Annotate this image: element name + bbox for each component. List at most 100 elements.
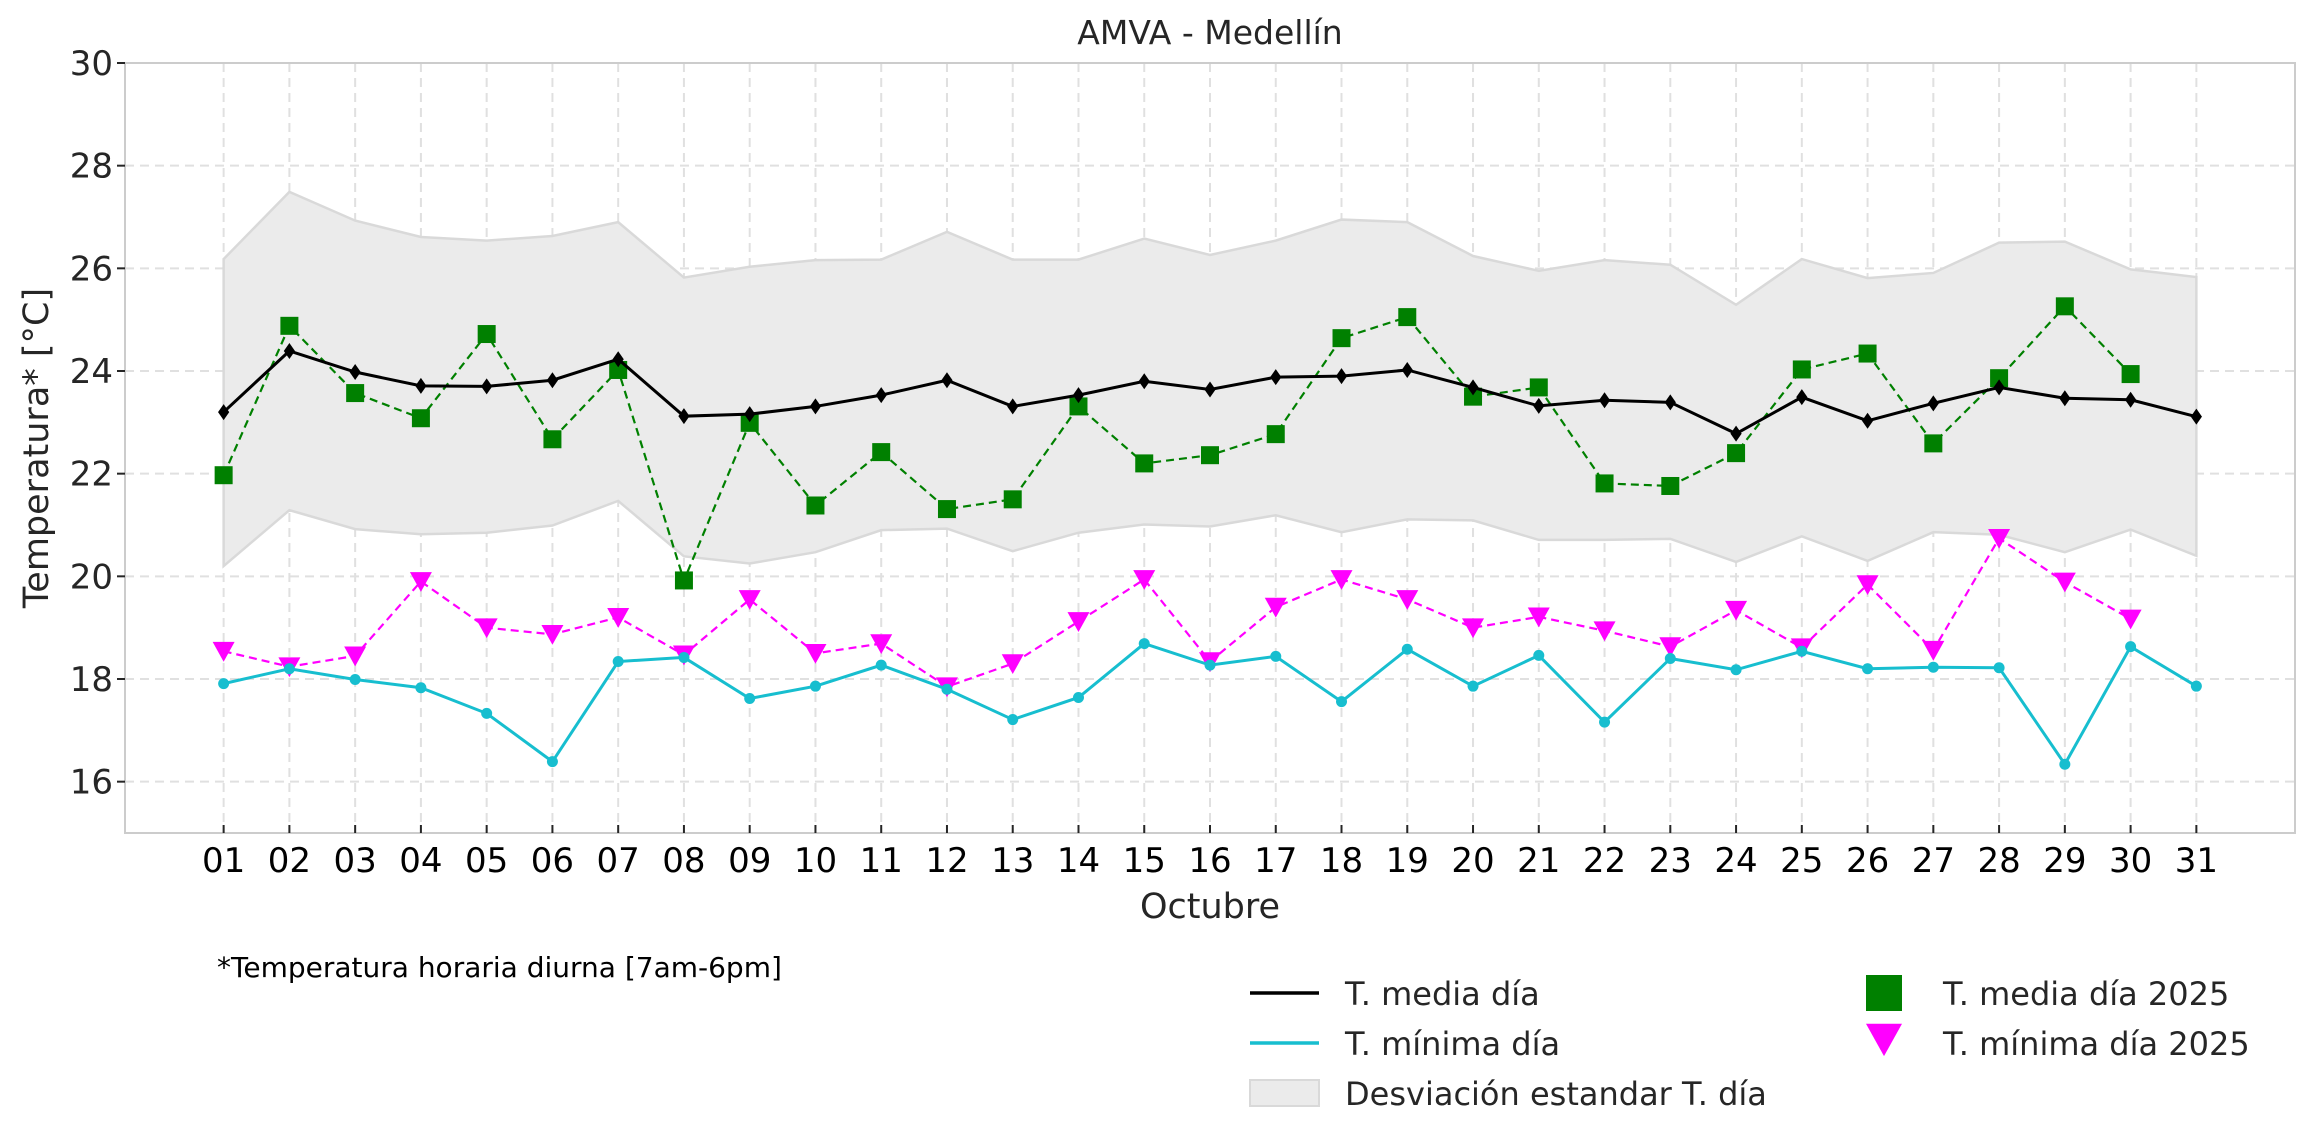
mean-temp-2025-point [2055, 297, 2074, 316]
min-temp-point [744, 693, 756, 705]
mean-temp-2025-point [477, 325, 496, 344]
min-temp-point [349, 674, 361, 686]
mean-temp-2025-point [806, 496, 825, 515]
min-temp-point [1533, 649, 1545, 661]
mean-temp-2025-point [1398, 308, 1417, 327]
min-temp-point [1730, 664, 1742, 676]
x-tick-label: 25 [1780, 841, 1823, 881]
mean-temp-point [744, 406, 756, 423]
series-layer [212, 297, 2202, 770]
x-tick-label: 09 [728, 841, 771, 881]
mean-temp-point [2125, 391, 2137, 408]
mean-temp-2025-point [1003, 490, 1022, 509]
min-temp-2025-point [1067, 612, 1090, 632]
mean-temp-2025-line-group [214, 297, 2140, 590]
x-tick-label: 05 [465, 841, 508, 881]
x-tick-label: 07 [597, 841, 640, 881]
std-dev-band [222, 190, 2198, 569]
mean-temp-point [1993, 379, 2005, 396]
mean-temp-2025-point [1792, 360, 1811, 379]
min-temp-point [678, 651, 690, 663]
x-tick-label: 21 [1517, 841, 1560, 881]
x-tick-label: 27 [1912, 841, 1955, 881]
mean-temp-2025-point [411, 409, 430, 428]
x-tick-label: 12 [925, 841, 968, 881]
min-temp-point [1072, 691, 1084, 703]
mean-temp-2025-point [1595, 474, 1614, 493]
mean-temp-point [218, 404, 230, 421]
mean-temp-point [415, 377, 427, 394]
min-temp-point [1862, 663, 1874, 675]
min-temp-point [1204, 659, 1216, 671]
mean-temp-2025-point [740, 413, 759, 432]
min-temp-2025-point [2119, 609, 2142, 630]
min-temp-point [612, 656, 624, 668]
min-temp-2025-point [1988, 528, 2011, 549]
mean-temp-2025-point [937, 500, 956, 519]
mean-temp-point [1335, 368, 1348, 385]
min-temp-point [1467, 680, 1479, 692]
min-temp-point [1138, 638, 1150, 650]
mean-temp-point [1796, 389, 1808, 406]
mean-temp-2025-point [1332, 329, 1351, 348]
min-temp-2025-point [344, 646, 367, 667]
min-temp-point [1927, 661, 1939, 673]
mean-temp-point [283, 342, 295, 359]
footnote: *Temperatura horaria diurna [7am-6pm] [217, 951, 782, 984]
mean-temp-2025-point [609, 360, 628, 379]
mean-temp-2025-point [1069, 397, 1088, 416]
min-temp-2025-point [1593, 621, 1616, 642]
x-tick-label: 31 [2175, 841, 2218, 881]
x-tick-label: 03 [334, 841, 377, 881]
mean-temp-point [612, 351, 624, 368]
min-temp-2025-point [607, 608, 630, 628]
mean-temp-point [1861, 412, 1874, 429]
x-tick-label: 29 [2043, 841, 2086, 881]
x-tick-label: 23 [1649, 841, 1692, 881]
min-temp-2025-point [1396, 590, 1419, 610]
min-temp-2025-point [870, 634, 893, 655]
min-temp-point [1007, 714, 1019, 726]
mean-temp-point [1138, 373, 1150, 390]
mean-temp-point [1270, 369, 1282, 386]
y-tick-label: 20 [70, 557, 113, 597]
legend-label: T. mínima día 2025 [1942, 1025, 2250, 1063]
y-axis: 16 18 20 22 24 26 28 30 [70, 44, 125, 803]
min-temp-2025-point [1922, 640, 1945, 661]
x-tick-label: 20 [1451, 841, 1494, 881]
x-tick-label: 06 [531, 841, 574, 881]
mean-temp-point [1072, 387, 1085, 404]
mean-temp-2025-point [872, 443, 891, 462]
plot-area: 16 18 20 22 24 26 28 30 01 02 03 04 05 06 07 08 09 10 11 1… [70, 44, 2296, 881]
legend-item: T. media día [1250, 975, 1540, 1013]
mean-temp-point [941, 372, 953, 389]
min-temp-point [875, 659, 887, 671]
y-tick-label: 18 [70, 660, 113, 700]
min-temp-2025-point [212, 641, 235, 662]
x-tick-label: 18 [1320, 841, 1363, 881]
x-tick-label: 28 [1977, 841, 2020, 881]
min-temp-point [1270, 650, 1282, 662]
mean-temp-point [2059, 390, 2071, 407]
min-temp-point [1993, 662, 2005, 674]
mean-temp-2025-point [1464, 387, 1483, 406]
mean-temp-point [1598, 392, 1611, 409]
mean-temp-2025-point [1924, 434, 1943, 453]
y-tick-label: 16 [70, 763, 113, 803]
mean-temp-2025-point [1266, 425, 1285, 444]
mean-temp-2025-point [1990, 369, 2009, 388]
x-tick-label: 08 [662, 841, 705, 881]
mean-temp-2025-point [1858, 344, 1877, 363]
mean-temp-2025-point [674, 571, 693, 590]
x-tick-label: 17 [1254, 841, 1297, 881]
mean-temp-2025-line [222, 304, 2132, 584]
legend-label: Desviación estandar T. día [1345, 1075, 1767, 1113]
min-temp-2025-point [738, 590, 761, 610]
mean-temp-2025-point [1529, 378, 1548, 397]
min-temp-point [1336, 696, 1348, 708]
min-temp-line-group [218, 638, 2202, 770]
mean-temp-2025-point [543, 430, 562, 449]
mean-temp-point [809, 398, 822, 415]
legend-item: T. mínima día 2025 [1866, 1023, 2250, 1063]
